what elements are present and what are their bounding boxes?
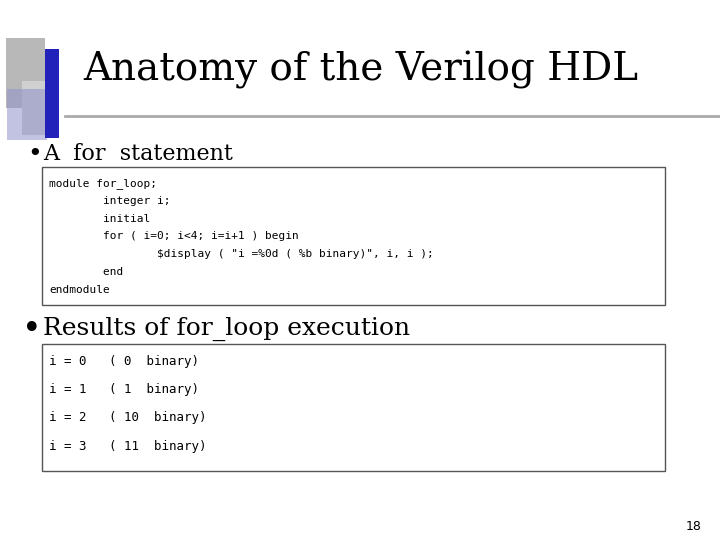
Text: i = 3   ( 11  binary): i = 3 ( 11 binary)	[49, 440, 207, 453]
FancyBboxPatch shape	[7, 89, 47, 140]
FancyBboxPatch shape	[42, 167, 665, 305]
Text: integer i;: integer i;	[49, 196, 171, 206]
Text: i = 0   ( 0  binary): i = 0 ( 0 binary)	[49, 355, 199, 368]
Text: •: •	[22, 313, 41, 346]
FancyBboxPatch shape	[22, 81, 52, 135]
Text: Anatomy of the Verilog HDL: Anatomy of the Verilog HDL	[83, 51, 638, 89]
FancyBboxPatch shape	[6, 38, 45, 108]
Text: module for_loop;: module for_loop;	[49, 178, 157, 189]
FancyBboxPatch shape	[42, 344, 665, 471]
Text: end: end	[49, 267, 123, 277]
Text: for ( i=0; i<4; i=i+1 ) begin: for ( i=0; i<4; i=i+1 ) begin	[49, 232, 299, 241]
Text: endmodule: endmodule	[49, 285, 109, 295]
Text: 18: 18	[686, 520, 702, 533]
Text: i = 1   ( 1  binary): i = 1 ( 1 binary)	[49, 383, 199, 396]
Text: Results of for_loop execution: Results of for_loop execution	[43, 318, 410, 341]
Text: A  for  statement: A for statement	[43, 143, 233, 165]
FancyBboxPatch shape	[45, 49, 59, 138]
Text: i = 2   ( 10  binary): i = 2 ( 10 binary)	[49, 411, 207, 424]
Text: $display ( "i =%0d ( %b binary)", i, i );: $display ( "i =%0d ( %b binary)", i, i )…	[49, 249, 433, 259]
Text: initial: initial	[49, 214, 150, 224]
Text: •: •	[27, 142, 42, 166]
